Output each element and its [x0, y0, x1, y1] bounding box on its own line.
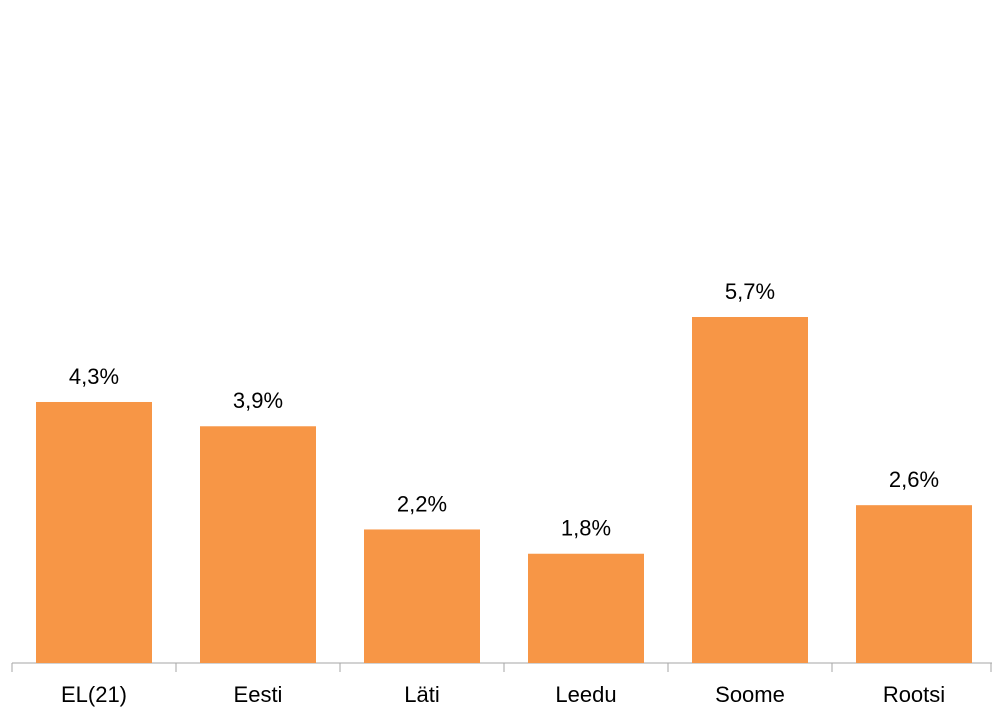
x-tick-label: Eesti [234, 682, 283, 707]
value-label: 5,7% [725, 279, 775, 304]
x-tick-label: Läti [404, 682, 439, 707]
value-label: 2,2% [397, 491, 447, 516]
value-label: 1,8% [561, 516, 611, 541]
x-tick-label: Leedu [555, 682, 616, 707]
bar [856, 505, 972, 663]
bar [692, 317, 808, 663]
bar [200, 426, 316, 663]
x-tick-label: EL(21) [61, 682, 127, 707]
bar [528, 553, 644, 663]
bar [36, 401, 152, 663]
value-label: 3,9% [233, 388, 283, 413]
x-tick-label: Soome [715, 682, 785, 707]
value-label: 2,6% [889, 467, 939, 492]
value-label: 4,3% [69, 364, 119, 389]
x-tick-label: Rootsi [883, 682, 945, 707]
bar [364, 529, 480, 663]
